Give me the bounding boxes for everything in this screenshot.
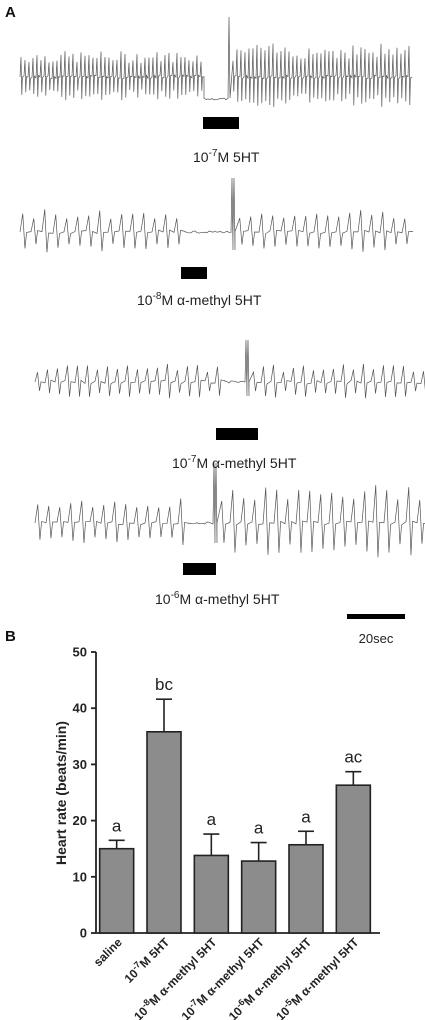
y-tick-label: 40 <box>73 701 87 716</box>
y-tick-label: 0 <box>80 926 87 941</box>
bar-chart: 0 10 20 30 40 50 a saline bc 10-7M 5HT a 10-8M α-me… <box>73 645 380 1020</box>
category-label-6: 10-5M α-methyl 5HT <box>272 933 362 1020</box>
time-scale-label: 20sec <box>359 631 394 646</box>
bar-1 <box>98 847 135 934</box>
bar-2 <box>146 731 182 934</box>
bar-5 <box>288 843 324 934</box>
significance-label-1: a <box>112 816 122 835</box>
significance-label-3: a <box>207 810 217 829</box>
y-tick-label: 30 <box>73 757 87 772</box>
trace-1-waveform <box>19 16 413 108</box>
trace-3-waveform <box>34 339 425 399</box>
trace-label-2: 10-8M α-methyl 5HT <box>137 291 262 308</box>
significance-label-6: ac <box>344 748 362 767</box>
category-label-3: 10-8M α-methyl 5HT <box>130 933 220 1020</box>
y-axis-label: Heart rate (beats/min) <box>53 721 69 865</box>
y-tick-label: 50 <box>73 645 87 660</box>
y-tick-label: 10 <box>73 869 87 884</box>
category-label-1: saline <box>91 935 125 969</box>
trace-label-3: 10-7M α-methyl 5HT <box>172 454 297 471</box>
ecg-traces <box>19 16 425 575</box>
trace-3-drug-application-bar <box>216 428 258 440</box>
bar-6 <box>335 784 372 934</box>
category-label-5: 10-6M α-methyl 5HT <box>224 933 314 1020</box>
significance-label-5: a <box>301 807 311 826</box>
trace-4-waveform <box>34 462 425 558</box>
category-label-2: 10-7M 5HT <box>120 933 172 985</box>
panel-b-label: B <box>5 628 16 645</box>
trace-4-drug-application-bar <box>183 563 216 575</box>
trace-1-drug-application-bar <box>203 117 239 129</box>
category-label-4: 10-7M α-methyl 5HT <box>177 933 267 1020</box>
y-tick-label: 20 <box>73 813 87 828</box>
time-scale-bar <box>347 614 405 619</box>
trace-label-1: 10-7M 5HT <box>193 148 260 165</box>
trace-label-4: 10-6M α-methyl 5HT <box>155 590 280 607</box>
significance-label-2: bc <box>155 675 173 694</box>
significance-label-4: a <box>254 819 264 838</box>
bar-4 <box>240 860 277 934</box>
panel-a-label: A <box>5 4 16 21</box>
bar-3 <box>193 854 230 934</box>
trace-2-waveform <box>19 177 414 253</box>
trace-2-drug-application-bar <box>181 267 207 279</box>
